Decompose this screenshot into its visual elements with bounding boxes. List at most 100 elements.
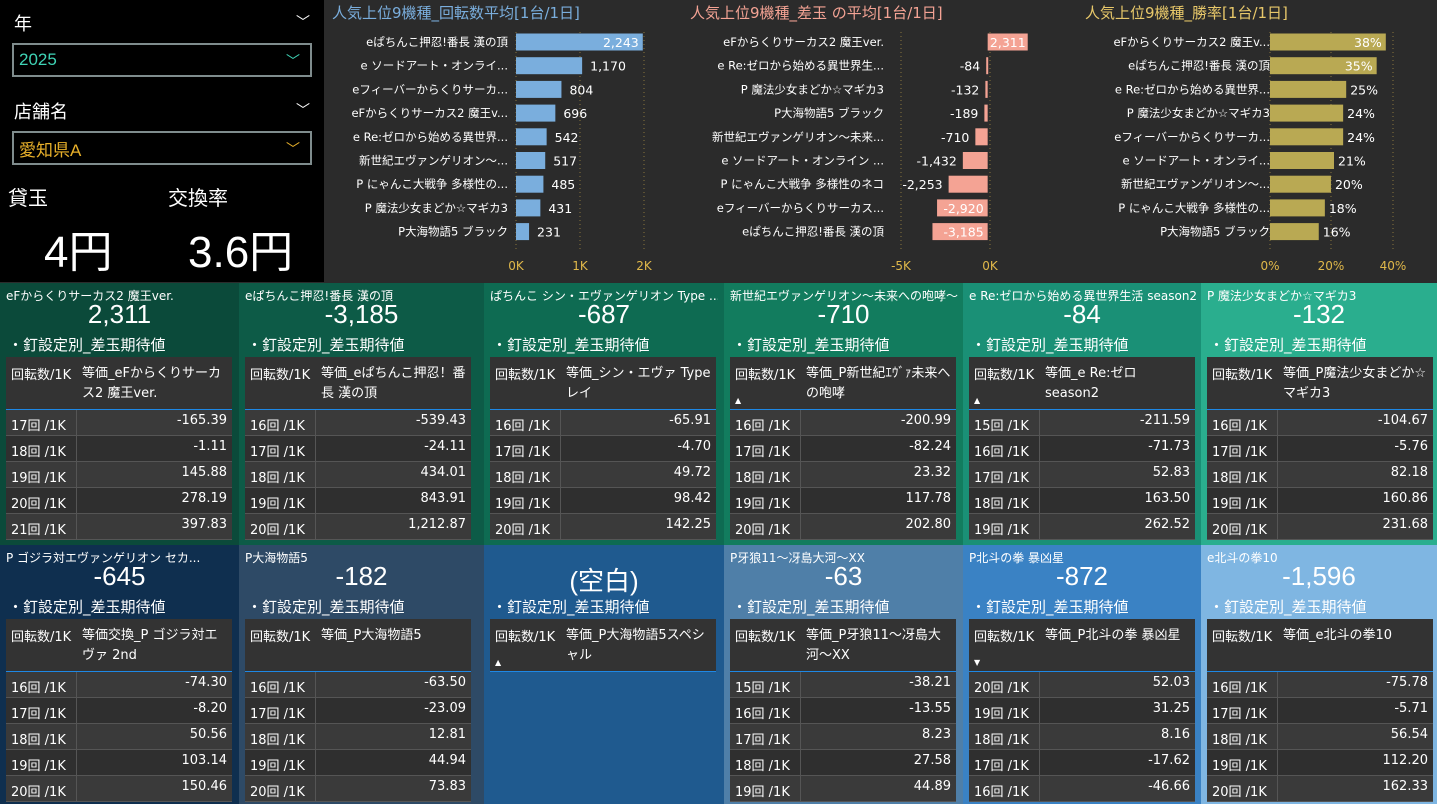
sort-ascending-icon[interactable]: ▲ [495,658,502,667]
sort-ascending-icon[interactable]: ▲ [735,396,742,405]
bar [516,223,530,241]
machine-card[interactable]: ぱちんこ シン・エヴァンゲリオン Type ... -687 ・釘設定別_差玉期待値… [484,283,724,545]
card-subtitle: ・釘設定別_差玉期待値 [1209,598,1367,616]
value-cell: 27.58 [913,753,951,768]
machine-card[interactable]: 新世紀エヴァンゲリオン～未来への咆哮～ -710 ・釘設定別_差玉期待値 回転数/1K… [724,283,963,545]
column-header-spins[interactable]: 回転数/1K [735,368,796,383]
category-label: 新世紀エヴァンゲリオン～... [359,154,508,168]
machine-card[interactable]: eFからくりサーカス2 魔王ver. 2,311 ・釘設定別_差玉期待値 回転数/1K… [0,283,239,545]
column-header-value[interactable]: 等価_P魔法少女まどか☆マギカ3 [1283,366,1426,401]
spins-cell: 18回 /1K [250,733,305,748]
machine-card[interactable]: e北斗の拳10 -1,596 ・釘設定別_差玉期待値 回転数/1K 等価_e北斗の拳10… [1201,545,1437,804]
rate-label: 交換率 [168,186,228,210]
table-row: 17回 /1K -165.39 [6,410,232,436]
machine-card[interactable]: P北斗の拳 暴凶星 -872 ・釘設定別_差玉期待値 回転数/1K 等価_P北斗の拳 暴… [963,545,1201,804]
column-header-spins[interactable]: 回転数/1K [974,630,1035,645]
value-cell: -8.20 [193,701,227,716]
column-header-value[interactable]: 等価_e北斗の拳10 [1283,628,1393,643]
bar [937,199,988,217]
column-divider [1277,462,1278,487]
column-divider [800,698,801,723]
table-row: 18回 /1K 50.56 [6,724,232,750]
table-row: 15回 /1K -211.59 [969,410,1195,436]
data-label: -3,185 [943,225,983,240]
category-label: eフィーバーからくりサーカス... [717,201,884,215]
year-dropdown[interactable]: 2025 ﹀ [12,43,312,77]
column-divider [800,514,801,539]
data-label: -710 [941,130,969,145]
column-header-value[interactable]: 等価_P牙狼11～冴島大河～XX [806,628,941,663]
table-row: 21回 /1K 397.83 [6,514,232,540]
bar [985,80,988,98]
machine-card[interactable]: e Re:ゼロから始める異世界生活 season2 -84 ・釘設定別_差玉期待値回… [963,283,1201,545]
machine-card[interactable]: P ゴジラ対エヴァンゲリオン セカ... -645 ・釘設定別_差玉期待値 回転数/1… [0,545,239,804]
value-cell: -13.55 [909,701,951,716]
table-row: 19回 /1K 44.94 [245,750,471,776]
column-header-value[interactable]: 等価_P北斗の拳 暴凶星 [1045,628,1181,643]
spins-cell: 20回 /1K [735,523,790,538]
column-header-value[interactable]: 等価_e Re:ゼロ season2 [1045,366,1137,401]
spins-cell: 20回 /1K [250,523,305,538]
machine-card[interactable]: eぱちんこ押忍!番長 漢の頂 -3,185 ・釘設定別_差玉期待値 回転数/1K 等価_… [239,283,484,545]
store-dropdown[interactable]: 愛知県A ﹀ [12,131,312,165]
data-label: 25% [1350,82,1378,97]
machine-diff-value: -687 [577,299,631,329]
spins-cell: 20回 /1K [1212,523,1267,538]
column-header-spins[interactable]: 回転数/1K [495,630,556,645]
value-cell: 52.03 [1152,675,1190,690]
machine-name: P大海物語5 [245,551,308,565]
machine-card[interactable]: P 魔法少女まどか☆マギカ3 -132 ・釘設定別_差玉期待値 回転数/1K 等価_P魔… [1201,283,1437,545]
sort-descending-icon[interactable]: ▼ [974,658,981,667]
column-header-spins[interactable]: 回転数/1K [11,368,72,383]
value-cell: 44.89 [913,779,951,794]
column-header-spins[interactable]: 回転数/1K [735,630,796,645]
column-divider [1277,410,1278,435]
card-subtitle: ・釘設定別_差玉期待値 [247,336,405,354]
value-cell: -38.21 [909,675,951,690]
column-header-value[interactable]: 等価_P新世紀ｴｳﾞｧ未来への咆哮 [806,366,951,401]
column-header-value[interactable]: 等価_eFからくりサーカス2 魔王ver. [82,366,221,401]
column-divider [1277,514,1278,539]
column-divider [1277,724,1278,749]
column-header-spins[interactable]: 回転数/1K [1212,368,1273,383]
column-header-spins[interactable]: 回転数/1K [495,368,556,383]
year-filter-label: 年 [14,14,32,35]
store-filter-chevron-icon[interactable]: ﹀ [296,103,310,119]
column-header-spins[interactable]: 回転数/1K [974,368,1035,383]
spins-cell: 16回 /1K [250,681,305,696]
spins-cell: 20回 /1K [11,785,66,800]
table-row: 17回 /1K -24.11 [245,436,471,462]
table-row: 18回 /1K 56.54 [1207,724,1433,750]
sort-ascending-icon[interactable]: ▲ [974,396,981,405]
column-header-value[interactable]: 等価_P大海物語5スペシャル [566,628,705,663]
table-row: 17回 /1K -4.70 [490,436,716,462]
column-divider [800,436,801,461]
bar [962,152,988,169]
machine-card[interactable]: P牙狼11～冴島大河～XX -63 ・釘設定別_差玉期待値 回転数/1K 等価_P牙狼1… [724,545,963,804]
value-cell: 103.14 [181,753,228,768]
machine-card[interactable]: (空白) ・釘設定別_差玉期待値 回転数/1K 等価_P大海物語5スペシャル ▲ [484,545,724,804]
machine-card[interactable]: P大海物語5 -182 ・釘設定別_差玉期待値 回転数/1K 等価_P大海物語5 16回 … [239,545,484,804]
spins-cell: 18回 /1K [11,445,66,460]
year-filter-chevron-icon[interactable]: ﹀ [296,15,310,31]
column-divider [1277,672,1278,697]
column-header-value[interactable]: 等価交換_P ゴジラ対エヴァ 2nd [82,628,218,663]
spins-cell: 16回 /1K [735,707,790,722]
table-row: 16回 /1K -65.91 [490,410,716,436]
column-header-value[interactable]: 等価_シン・エヴァ Type レイ [566,366,711,401]
column-header-spins[interactable]: 回転数/1K [250,368,311,383]
spins-cell: 17回 /1K [1212,707,1267,722]
spins-cell: 19回 /1K [1212,759,1267,774]
column-header-spins[interactable]: 回転数/1K [11,630,72,645]
column-header-value[interactable]: 等価_P大海物語5 [321,628,422,643]
table-row: 16回 /1K -63.50 [245,672,471,698]
column-header-spins[interactable]: 回転数/1K [1212,630,1273,645]
expected-value-table: 回転数/1K 等価交換_P ゴジラ対エヴァ 2nd 16回 /1K -74.30 17回… [6,619,232,802]
category-label: eフィーバーからくりサーカ... [352,82,508,96]
value-cell: -82.24 [909,439,951,454]
table-row: 19回 /1K 117.78 [730,488,956,514]
machine-diff-value: -63 [824,561,863,591]
data-label: -1,432 [917,154,957,169]
column-header-spins[interactable]: 回転数/1K [250,630,311,645]
column-header-value[interactable]: 等価_eぱちんこ押忍！番長 漢の頂 [321,366,466,401]
